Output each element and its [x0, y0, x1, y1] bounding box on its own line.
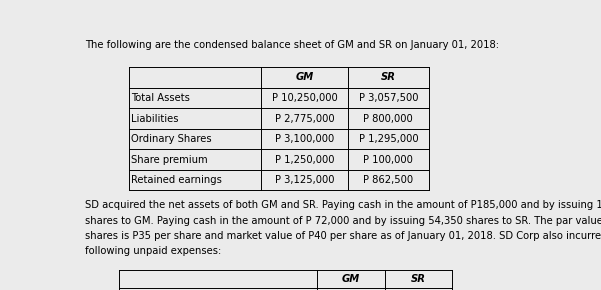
Text: Share premium: Share premium: [132, 155, 208, 165]
Text: Total Assets: Total Assets: [132, 93, 191, 103]
Text: P 10,250,000: P 10,250,000: [272, 93, 337, 103]
Text: GM: GM: [342, 274, 360, 284]
Text: The following are the condensed balance sheet of GM and SR on January 01, 2018:: The following are the condensed balance …: [85, 40, 499, 50]
Text: GM: GM: [296, 72, 314, 82]
Text: P 3,100,000: P 3,100,000: [275, 134, 334, 144]
Text: P 1,250,000: P 1,250,000: [275, 155, 334, 165]
Text: shares is P35 per share and market value of P40 per share as of January 01, 2018: shares is P35 per share and market value…: [85, 231, 601, 241]
Text: Retained earnings: Retained earnings: [132, 175, 222, 185]
Text: SD acquired the net assets of both GM and SR. Paying cash in the amount of P185,: SD acquired the net assets of both GM an…: [85, 200, 601, 211]
Text: Ordinary Shares: Ordinary Shares: [132, 134, 212, 144]
Text: P 3,057,500: P 3,057,500: [359, 93, 418, 103]
Text: P 1,295,000: P 1,295,000: [359, 134, 418, 144]
Text: P 100,000: P 100,000: [364, 155, 413, 165]
Text: P 800,000: P 800,000: [364, 114, 413, 124]
Text: P 3,125,000: P 3,125,000: [275, 175, 334, 185]
Text: P 862,500: P 862,500: [363, 175, 413, 185]
Text: P 2,775,000: P 2,775,000: [275, 114, 334, 124]
Text: SR: SR: [411, 274, 426, 284]
Text: shares to GM. Paying cash in the amount of P 72,000 and by issuing 54,350 shares: shares to GM. Paying cash in the amount …: [85, 216, 601, 226]
Text: SR: SR: [381, 72, 396, 82]
Text: following unpaid expenses:: following unpaid expenses:: [85, 246, 222, 256]
Text: Liabilities: Liabilities: [132, 114, 179, 124]
